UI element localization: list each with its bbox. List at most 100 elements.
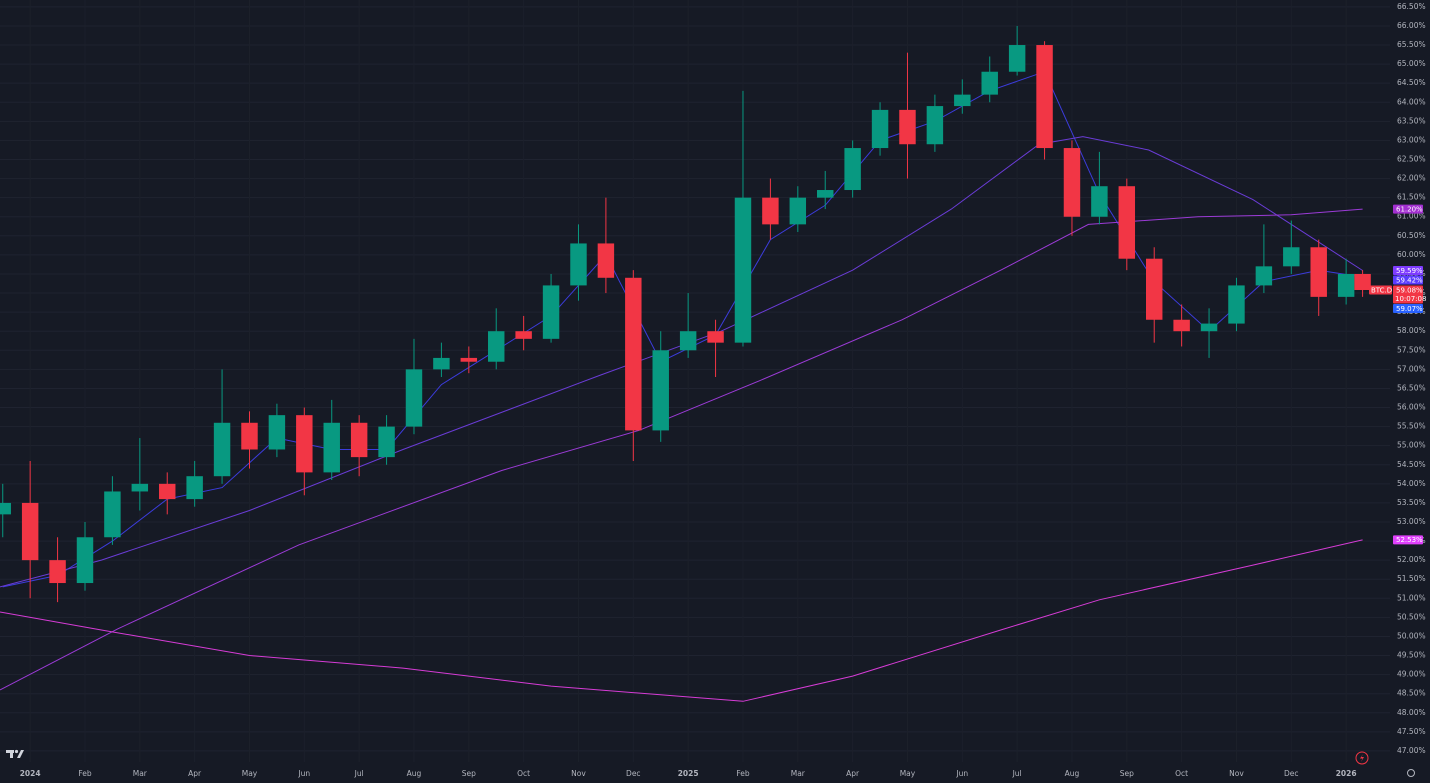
y-tick-label: 65.50% [1397, 40, 1426, 49]
price-label-box [1393, 535, 1423, 545]
y-tick-label: 56.50% [1397, 383, 1426, 392]
price-label: 61.20% [1396, 205, 1423, 213]
x-tick-label: Jun [297, 769, 310, 778]
x-tick-label: Mar [133, 769, 148, 778]
x-tick-label: Feb [736, 769, 750, 778]
x-tick-label: 2024 [20, 769, 41, 778]
y-tick-label: 60.50% [1397, 231, 1426, 240]
price-label: 59.08% [1396, 286, 1423, 294]
candle-body [460, 357, 478, 362]
y-tick-label: 63.00% [1397, 135, 1426, 144]
candle-body [515, 331, 532, 339]
candles [0, 25, 1371, 603]
candle-body [433, 357, 450, 370]
price-label: 52.53% [1396, 536, 1423, 544]
candle-body [625, 277, 642, 431]
candle-body [981, 71, 998, 95]
candle-body [652, 350, 669, 431]
y-tick-label: 54.50% [1397, 460, 1426, 469]
y-tick-label: 66.00% [1397, 21, 1426, 30]
candle-body [1118, 186, 1136, 259]
candle-body [679, 331, 697, 351]
y-tick-label: 64.00% [1397, 97, 1426, 106]
x-tick-label: Apr [188, 769, 202, 778]
moving-average-line [0, 539, 1363, 702]
candle-body [1145, 258, 1163, 320]
x-tick-label: Oct [1175, 769, 1188, 778]
axes: 47.00% 47.50% 48.00% 48.50% 49.00% 49.50% 50.0… [20, 2, 1427, 778]
y-tick-label: 61.50% [1397, 193, 1426, 202]
moving-average-line [0, 208, 1363, 691]
x-tick-label: Sep [1120, 769, 1134, 778]
y-tick-label: 61.00% [1397, 212, 1426, 221]
x-tick-label: Feb [78, 769, 92, 778]
x-tick-label: Nov [571, 769, 586, 778]
candle-body [1310, 247, 1327, 297]
y-tick-label: 54.00% [1397, 479, 1426, 488]
candle-body [542, 285, 560, 339]
candle-body [871, 109, 889, 149]
symbol-label: BTC.D [1371, 286, 1392, 294]
candle-body [49, 560, 66, 584]
x-tick-label: Jul [1012, 769, 1022, 778]
settings-button[interactable] [1407, 769, 1415, 777]
candle-body [707, 331, 724, 343]
y-tick-label: 51.50% [1397, 574, 1426, 583]
y-tick-label: 55.50% [1397, 422, 1426, 431]
x-tick-label: Aug [1065, 769, 1080, 778]
candle-body [1036, 45, 1053, 149]
price-label-box [1393, 303, 1423, 313]
price-label-box [1393, 204, 1423, 214]
candle-body [817, 190, 834, 198]
y-tick-label: 66.50% [1397, 2, 1426, 11]
price-label: 59.07% [1396, 305, 1423, 313]
candle-body [241, 422, 258, 450]
price-label-box [1393, 266, 1423, 276]
y-tick-label: 62.50% [1397, 154, 1426, 163]
candle-body [0, 502, 11, 515]
candle-body [21, 502, 39, 561]
candle-body [186, 476, 203, 500]
x-tick-label: Dec [1284, 769, 1299, 778]
candle-body [762, 197, 779, 225]
candle-body [570, 243, 587, 286]
x-tick-label: Nov [1229, 769, 1244, 778]
candle-body [734, 197, 752, 343]
candle-body [1173, 319, 1190, 332]
candle-body [1063, 148, 1081, 217]
price-label-box [1393, 285, 1423, 304]
price-label-box [1393, 275, 1423, 285]
countdown: 10:07:08 [1395, 295, 1426, 303]
symbol-box [1369, 285, 1392, 295]
y-tick-label: 53.00% [1397, 517, 1426, 526]
x-tick-label: Sep [462, 769, 476, 778]
y-tick-label: 50.50% [1397, 612, 1426, 621]
y-tick-label: 56.00% [1397, 403, 1426, 412]
candle-body [1337, 273, 1355, 297]
candle-body [899, 109, 916, 145]
y-tick-label: 50.00% [1397, 631, 1426, 640]
lightning-button[interactable] [1355, 751, 1369, 765]
y-tick-label: 48.00% [1397, 708, 1426, 717]
candle-body [213, 422, 231, 477]
candle-body [1091, 186, 1108, 217]
candle-body [488, 331, 505, 362]
candle-body [1283, 247, 1300, 267]
candle-body [268, 415, 286, 450]
x-tick-label: 2025 [678, 769, 699, 778]
candle-body [1228, 285, 1245, 324]
y-tick-label: 51.00% [1397, 593, 1426, 602]
candle-body [926, 106, 944, 145]
x-tick-label: 2026 [1336, 769, 1357, 778]
y-tick-label: 52.00% [1397, 555, 1426, 564]
y-tick-label: 47.50% [1397, 727, 1426, 736]
x-tick-label: May [242, 769, 258, 778]
y-tick-label: 65.00% [1397, 59, 1426, 68]
candle-body [1008, 45, 1026, 72]
y-tick-label: 48.50% [1397, 689, 1426, 698]
candle-body [405, 369, 423, 427]
price-label: 59.42% [1396, 276, 1423, 284]
candle-body [350, 422, 368, 458]
candle-body [296, 415, 313, 473]
